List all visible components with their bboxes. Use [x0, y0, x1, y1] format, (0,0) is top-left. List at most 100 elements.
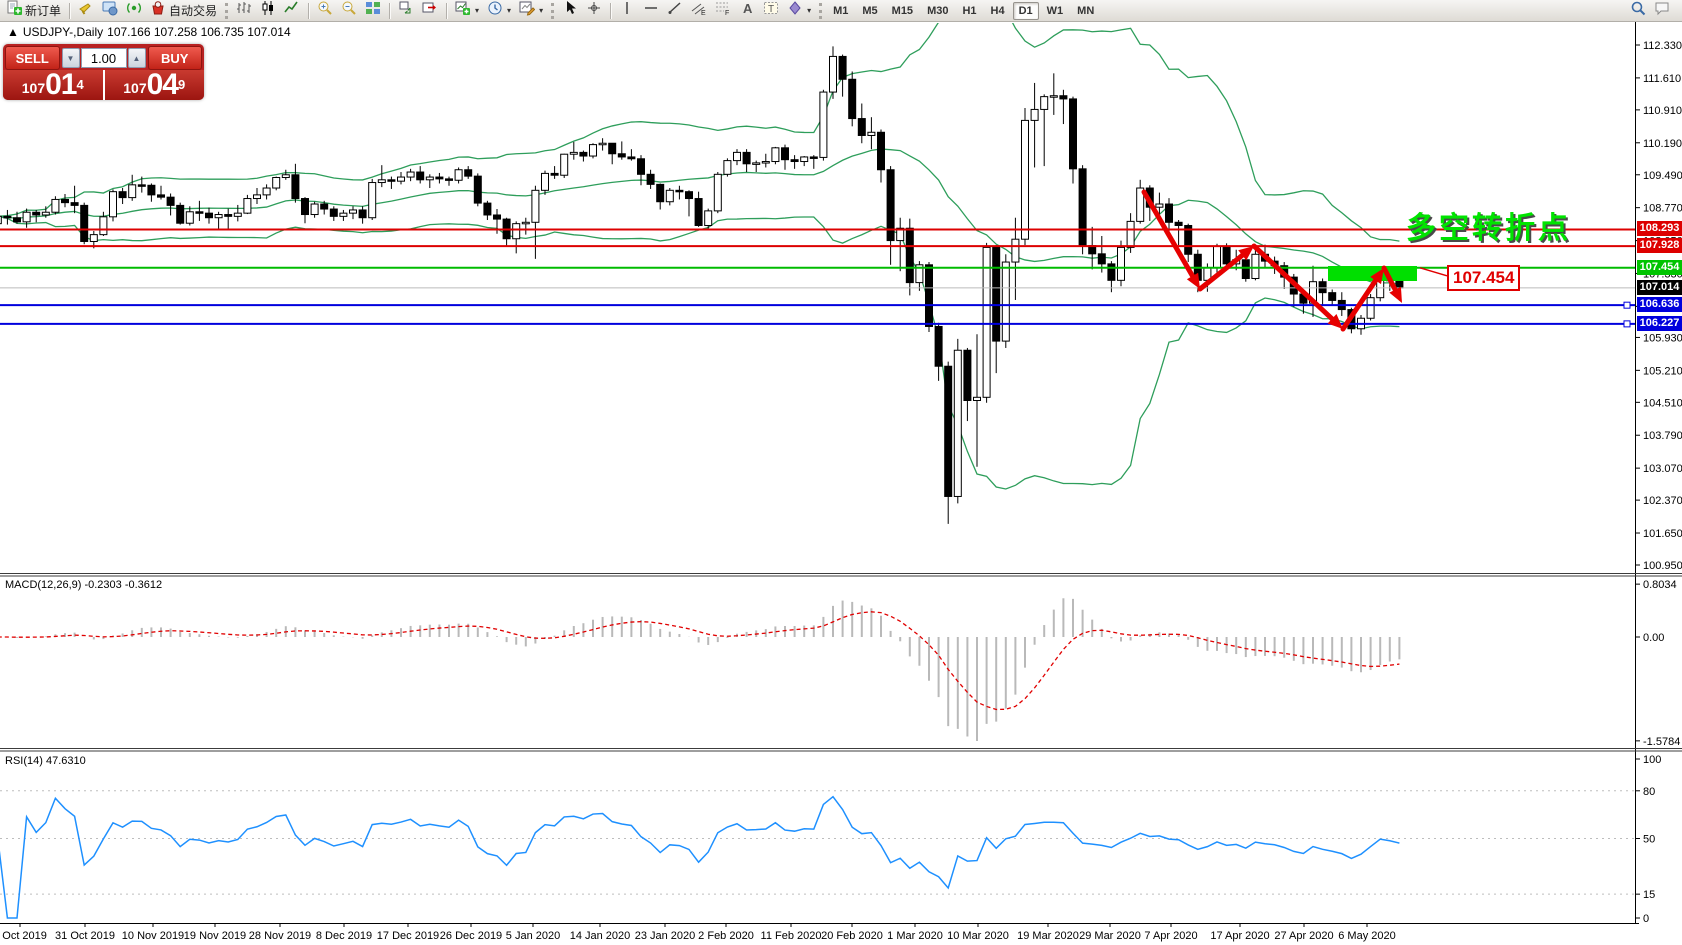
channel-button[interactable]: E: [687, 0, 711, 22]
toolbar-separator: [69, 2, 71, 19]
timeframe-m5-button[interactable]: M5: [862, 4, 878, 17]
trendline-button[interactable]: [663, 0, 687, 22]
svg-text:T: T: [768, 4, 774, 15]
price-axis-tick-label: 109.490: [1643, 170, 1682, 182]
collapse-triangle-icon[interactable]: ▲: [7, 25, 19, 39]
signal-button[interactable]: [122, 0, 146, 22]
trendline-icon: [667, 0, 683, 21]
search-button[interactable]: [1626, 0, 1650, 22]
date-axis-label: 5 Jan 2020: [506, 930, 560, 942]
crosshair-icon: [586, 0, 602, 21]
shapes-button[interactable]: ▾: [783, 0, 815, 22]
crosshair-button[interactable]: [582, 0, 606, 22]
sell-button[interactable]: SELL: [5, 46, 60, 70]
timeframe-h1-button[interactable]: H1: [962, 4, 977, 17]
vertical-line-icon: [619, 0, 635, 21]
timeframe-h4-button[interactable]: H4: [990, 4, 1005, 17]
sell-price-display[interactable]: 107 01 4: [3, 70, 105, 100]
fibonacci-button[interactable]: F: [711, 0, 735, 22]
date-axis-label: 7 Apr 2020: [1144, 930, 1197, 942]
trend-arrows[interactable]: [1141, 189, 1402, 332]
auto-trading-button[interactable]: 自动交易: [146, 0, 221, 22]
price-axis-tick-label: 110.910: [1643, 105, 1682, 117]
date-axis-label: 11 Feb 2020: [761, 930, 822, 942]
signal-icon: [126, 0, 142, 21]
date-axis-label: 27 Apr 2020: [1274, 930, 1333, 942]
vertical-line-button[interactable]: [615, 0, 639, 22]
arrange-windows-button[interactable]: [394, 0, 418, 22]
macd-axis-tick-label: 0.8034: [1643, 579, 1677, 591]
dropdown-caret-icon[interactable]: ▾: [539, 6, 544, 15]
cursor-button[interactable]: [558, 0, 582, 22]
timeframe-m15-button[interactable]: M15: [891, 4, 914, 17]
new-order-button[interactable]: 新订单: [2, 0, 65, 22]
date-axis-label: 14 Jan 2020: [570, 930, 631, 942]
channel-icon: E: [691, 0, 707, 21]
buy-price-display[interactable]: 107 04 9: [104, 70, 204, 100]
price-axis-tick-label: 110.190: [1643, 138, 1682, 150]
date-axis-label: 2 Feb 2020: [698, 930, 754, 942]
toolbar-separator: [446, 2, 448, 19]
horizontal-line-button[interactable]: [639, 0, 663, 22]
market-watch-button[interactable]: [98, 0, 122, 22]
candlestick-chart-button[interactable]: [256, 0, 280, 22]
price-axis-tick-label: 101.650: [1643, 528, 1682, 540]
sell-price-handle: 107: [21, 80, 46, 96]
tile-windows-icon: [365, 0, 381, 21]
line-handle[interactable]: [1623, 320, 1631, 328]
templates-button[interactable]: ▾: [515, 0, 547, 22]
line-chart-icon: [284, 0, 300, 21]
templates-icon: [519, 0, 536, 21]
timeframe-mn-button[interactable]: MN: [1077, 4, 1095, 17]
text-icon: A: [739, 0, 755, 21]
timeframe-m1-button[interactable]: M1: [833, 4, 849, 17]
price-axis-tick-label: 102.370: [1643, 495, 1682, 507]
price-axis-tick-label: 106.610: [1643, 301, 1682, 313]
line-handle[interactable]: [1623, 301, 1631, 309]
buy-button[interactable]: BUY: [147, 46, 202, 70]
toolbar-right-group: [1626, 0, 1674, 22]
volume-down-button[interactable]: ▼: [61, 48, 80, 68]
bar-chart-icon: [236, 0, 252, 21]
line-chart-button[interactable]: [280, 0, 304, 22]
toolbar-drag-handle[interactable]: [551, 2, 555, 19]
chart-info-line: ▲ USDJPY-,Daily 107.166 107.258 106.735 10…: [7, 25, 295, 39]
tile-windows-button[interactable]: [361, 0, 385, 22]
timeframe-m30-button[interactable]: M30: [927, 4, 949, 17]
dropdown-caret-icon[interactable]: ▾: [807, 6, 812, 15]
megaphone-button[interactable]: [74, 0, 98, 22]
volume-up-button[interactable]: ▲: [127, 48, 146, 68]
sell-price-big: 01: [45, 68, 77, 100]
rsi-axis-tick-label: 100: [1643, 754, 1661, 766]
zoom-out-button[interactable]: [337, 0, 361, 22]
timeframe-d1-button[interactable]: D1: [1012, 1, 1039, 20]
dropdown-caret-icon[interactable]: ▾: [475, 6, 480, 15]
chat-button[interactable]: [1650, 0, 1674, 22]
bar-chart-button[interactable]: [232, 0, 256, 22]
toolbar-drag-handle[interactable]: [225, 2, 229, 19]
rsi-axis-tick-label: 15: [1643, 889, 1655, 901]
auto-trading-label: 自动交易: [169, 4, 218, 18]
dropdown-caret-icon[interactable]: ▾: [507, 6, 512, 15]
green-zone-rectangle[interactable]: [1328, 266, 1417, 281]
price-axis-tick-label: 108.770: [1643, 203, 1682, 215]
volume-input[interactable]: 1.00: [80, 48, 127, 68]
text-label-button[interactable]: T: [759, 0, 783, 22]
shift-chart-button[interactable]: [418, 0, 442, 22]
text-button[interactable]: A: [735, 0, 759, 22]
new-chart-button[interactable]: ▾: [451, 0, 483, 22]
svg-text:F: F: [725, 10, 729, 16]
date-axis-label: 28 Nov 2019: [249, 930, 311, 942]
price-axis-tick-label: 112.330: [1643, 40, 1682, 52]
zoom-in-button[interactable]: [313, 0, 337, 22]
toolbar-separator: [610, 2, 612, 19]
timeframe-w1-button[interactable]: W1: [1046, 4, 1064, 17]
cursor-icon: [562, 0, 578, 21]
date-axis-label: 29 Mar 2020: [1079, 930, 1141, 942]
profiles-button[interactable]: ▾: [483, 0, 515, 22]
toolbar-separator: [389, 2, 391, 19]
toolbar-drag-handle[interactable]: [819, 2, 823, 19]
new-order-label: 新订单: [25, 4, 62, 18]
